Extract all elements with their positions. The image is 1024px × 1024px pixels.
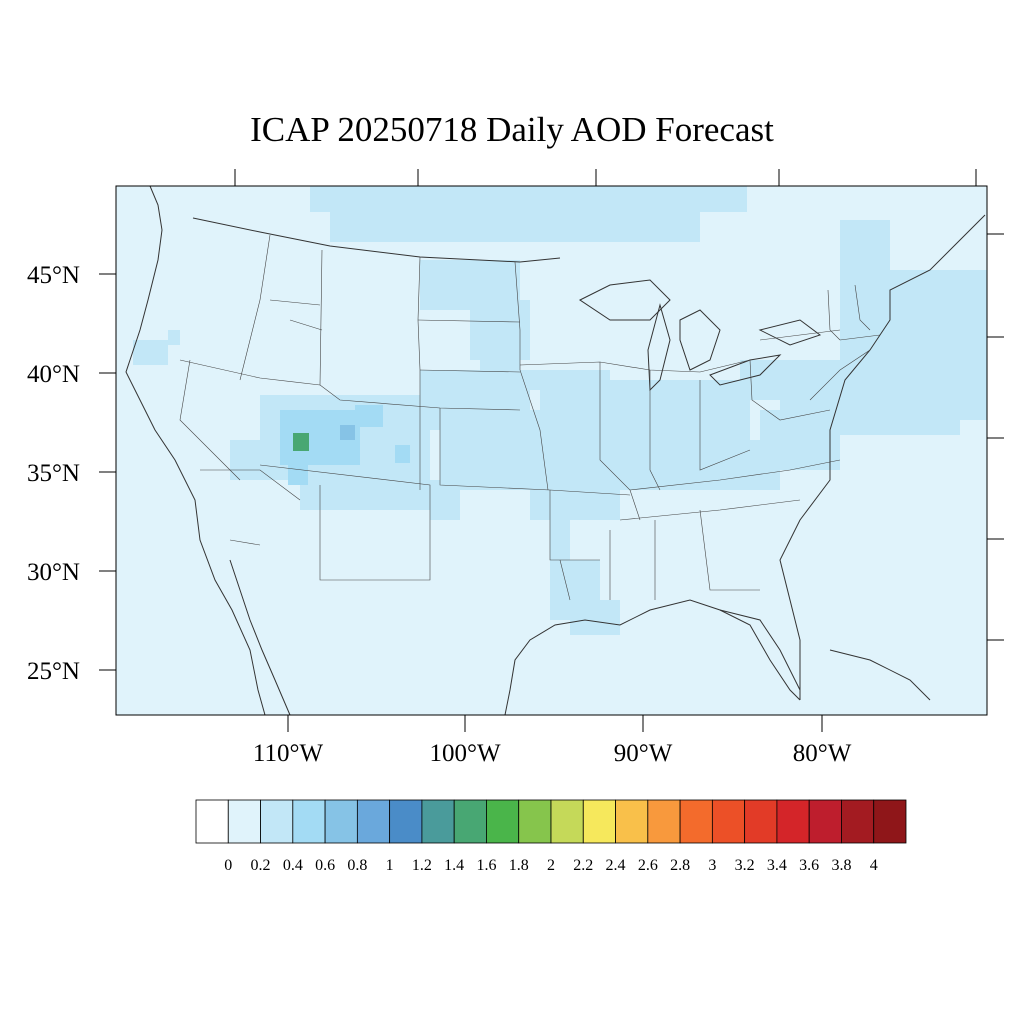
- aod-hotspot: [293, 433, 309, 451]
- colorbar: [195, 799, 907, 844]
- colorbar-swatch: [582, 799, 616, 844]
- colorbar-tick-label: 1.4: [444, 857, 464, 874]
- colorbar-swatch: [324, 799, 358, 844]
- colorbar-tick-label: 2: [547, 857, 555, 874]
- colorbar-swatch: [453, 799, 487, 844]
- colorbar-tick-label: 3: [708, 857, 716, 874]
- colorbar-tick-label: 3.2: [735, 857, 755, 874]
- colorbar-tick-label: 3.4: [767, 857, 787, 874]
- colorbar-swatch: [550, 799, 584, 844]
- lon-label: 100°W: [429, 740, 500, 767]
- colorbar-swatch: [841, 799, 875, 844]
- colorbar-swatch: [518, 799, 552, 844]
- colorbar-tick-label: 4: [870, 857, 878, 874]
- coastlines: [125, 185, 986, 716]
- colorbar-tick-label: 1: [386, 857, 394, 874]
- colorbar-tick-label: 0.2: [251, 857, 271, 874]
- colorbar-tick-label: 0.8: [347, 857, 367, 874]
- lon-label: 110°W: [253, 740, 324, 767]
- colorbar-tick-label: 0: [224, 857, 232, 874]
- colorbar-swatch: [227, 799, 261, 844]
- aod-field-high: [340, 425, 355, 440]
- colorbar-swatch: [808, 799, 842, 844]
- colorbar-tick-label: 0.4: [283, 857, 303, 874]
- colorbar-labels: 0 0.2 0.4 0.6 0.8 1 1.2 1.4 1.6 1.8 2 2.2 2.4 2.6 2.8 3…: [224, 857, 877, 874]
- colorbar-tick-label: 1.6: [476, 857, 496, 874]
- colorbar-swatch: [486, 799, 520, 844]
- colorbar-swatch: [356, 799, 391, 844]
- lat-label: 30°N: [27, 559, 80, 586]
- lat-label: 25°N: [27, 658, 80, 685]
- colorbar-tick-label: 1.2: [412, 857, 432, 874]
- longitude-labels: 110°W 100°W 90°W 80°W: [253, 740, 852, 767]
- map-title: ICAP 20250718 Daily AOD Forecast: [250, 110, 774, 149]
- axis-ticks: [99, 169, 1004, 732]
- colorbar-swatch: [711, 799, 746, 844]
- colorbar-tick-label: 3.6: [799, 857, 819, 874]
- colorbar-swatch: [260, 799, 294, 844]
- colorbar-swatch: [679, 799, 713, 844]
- colorbar-swatch: [647, 799, 681, 844]
- colorbar-swatch: [744, 799, 778, 844]
- colorbar-swatch: [195, 799, 229, 844]
- lon-label: 90°W: [614, 740, 673, 767]
- colorbar-swatch: [873, 799, 907, 844]
- colorbar-tick-label: 2.4: [606, 857, 626, 874]
- colorbar-swatch: [776, 799, 810, 844]
- lon-label: 80°W: [793, 740, 852, 767]
- lat-label: 35°N: [27, 460, 80, 487]
- colorbar-tick-label: 0.6: [315, 857, 335, 874]
- lat-label: 40°N: [27, 361, 80, 388]
- colorbar-swatch: [615, 799, 649, 844]
- colorbar-tick-label: 2.2: [573, 857, 593, 874]
- lat-label: 45°N: [27, 262, 80, 289]
- colorbar-swatch: [421, 799, 455, 844]
- colorbar-swatch: [292, 799, 326, 844]
- colorbar-tick-label: 2.6: [638, 857, 658, 874]
- map-frame: [115, 185, 988, 716]
- state-boundaries: [179, 234, 881, 601]
- map-panel: [115, 185, 988, 716]
- latitude-labels: 45°N 40°N 35°N 30°N 25°N: [27, 262, 80, 685]
- colorbar-swatch: [389, 799, 423, 844]
- colorbar-tick-label: 1.8: [509, 857, 529, 874]
- colorbar-tick-label: 2.8: [670, 857, 690, 874]
- colorbar-tick-label: 3.8: [831, 857, 851, 874]
